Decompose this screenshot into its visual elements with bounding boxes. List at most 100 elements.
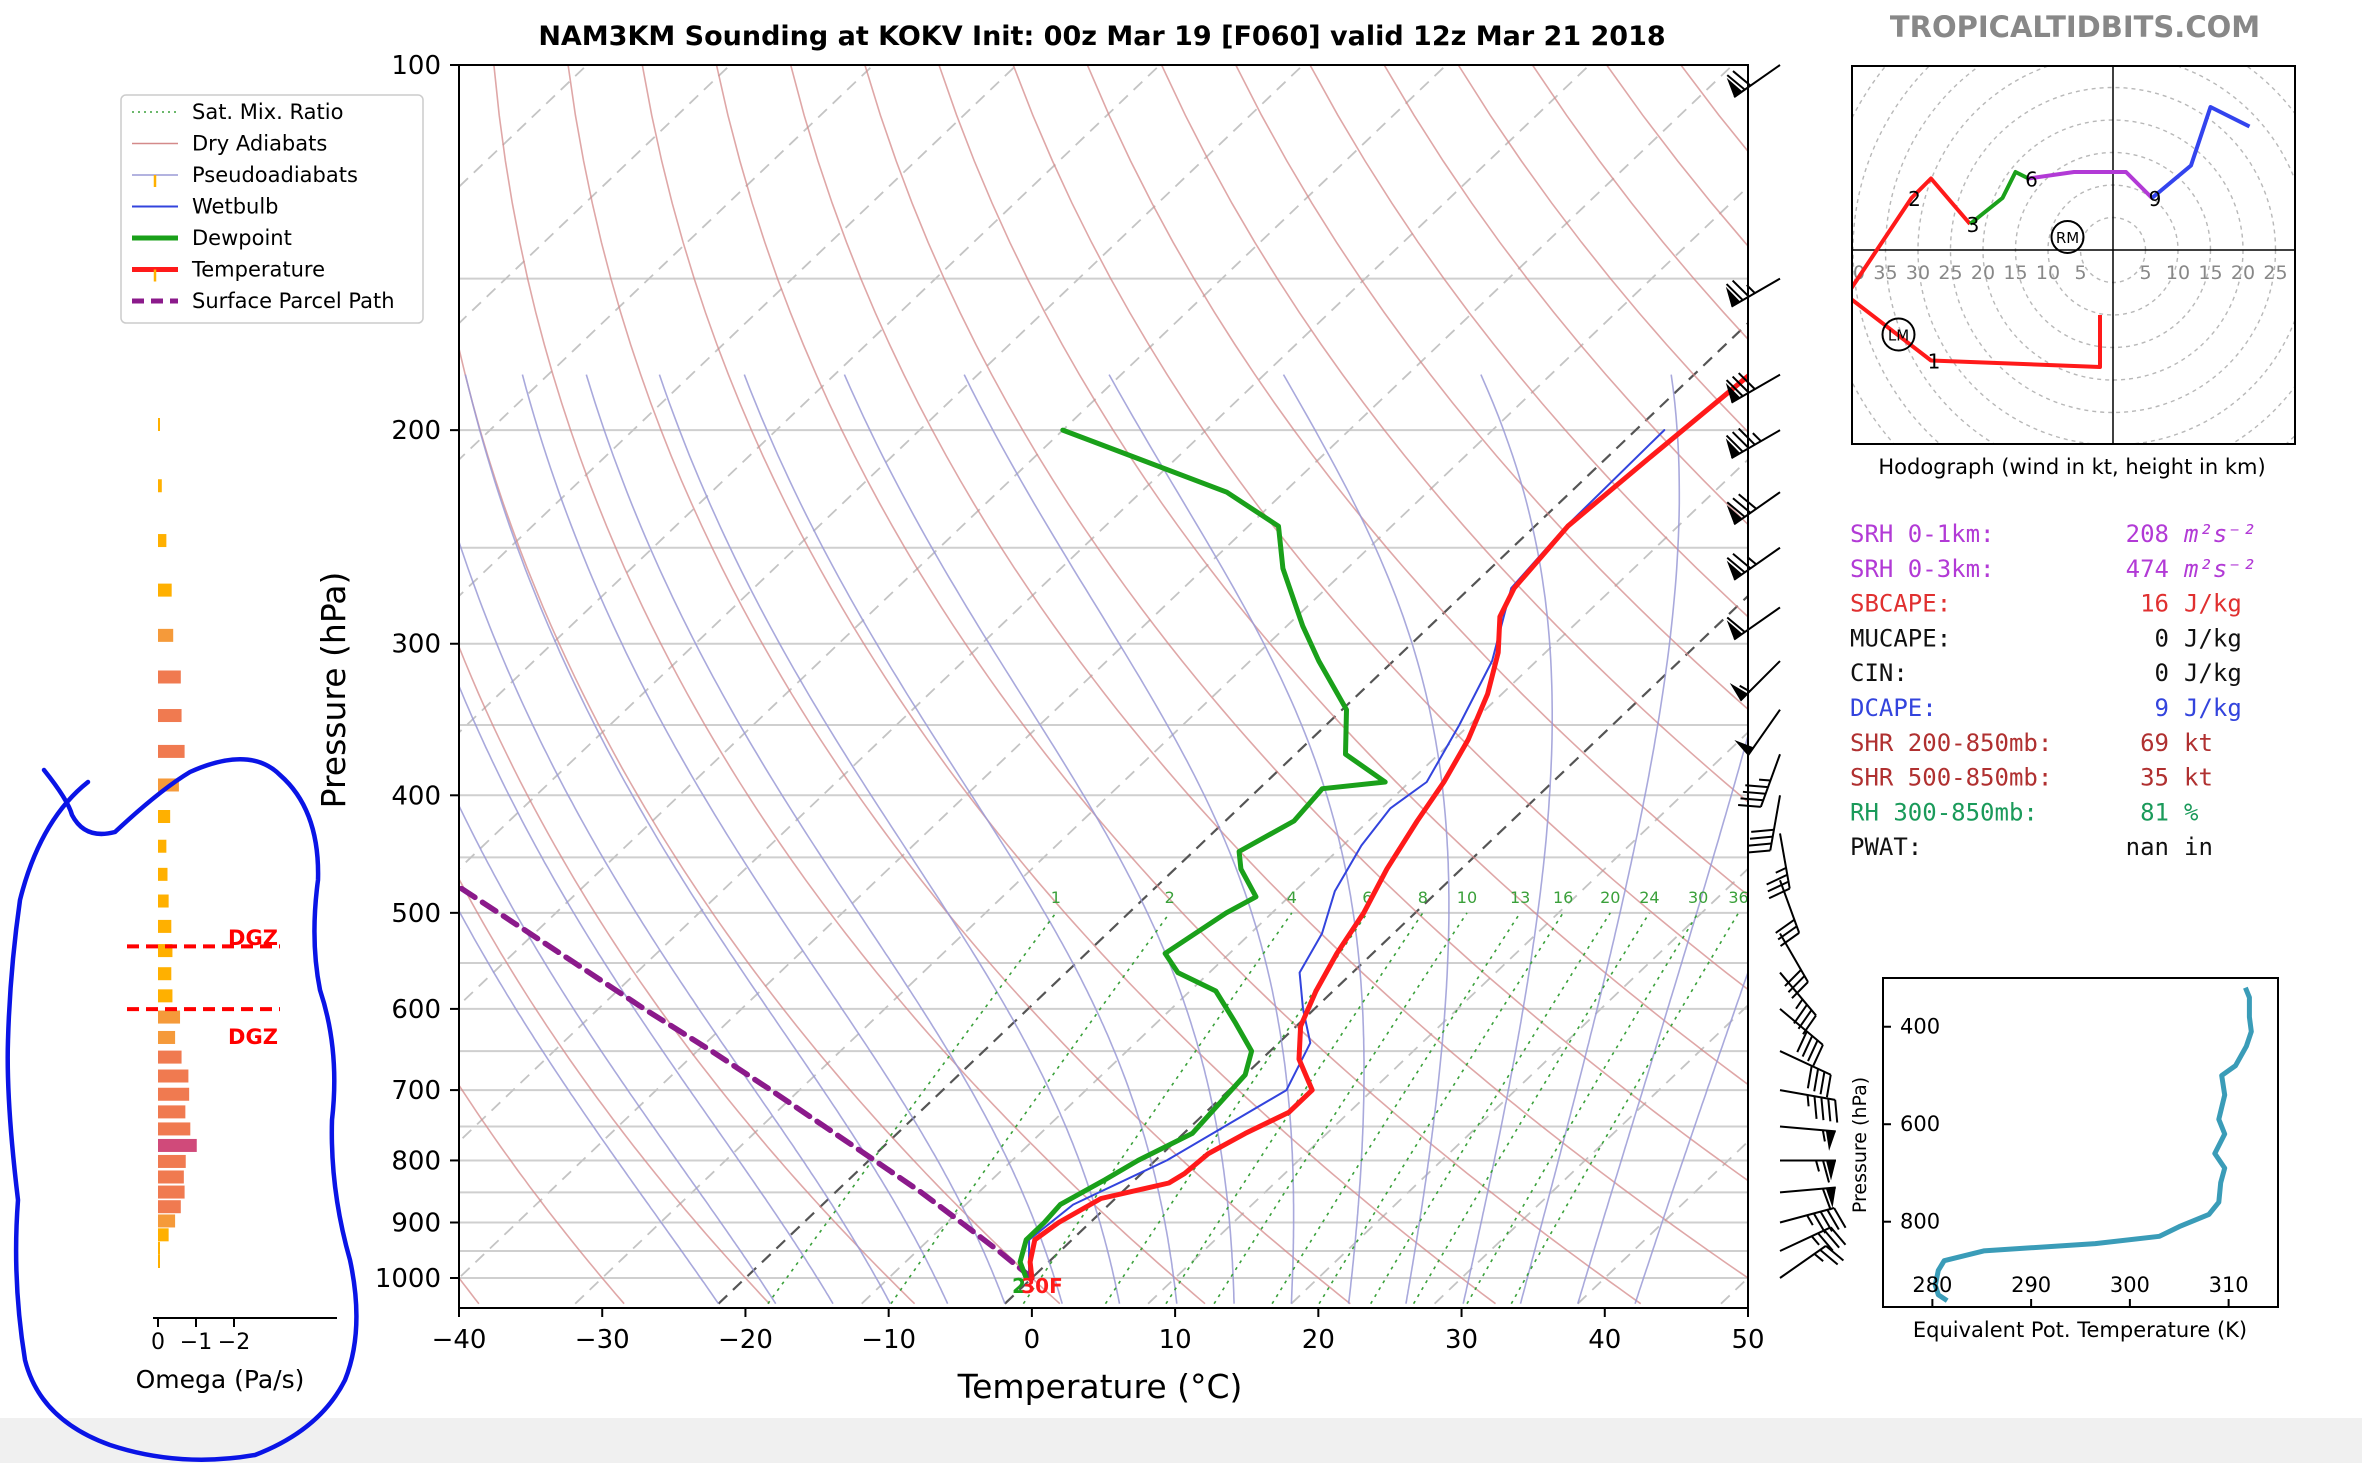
wind-barb-staff (1731, 277, 1781, 308)
mixing-ratio-line (1412, 912, 1651, 1305)
omega-bar (158, 1010, 181, 1024)
wind-barb (1779, 1226, 1847, 1252)
parameter-row: CIN: 0 J/kg (1850, 659, 2242, 687)
wind-barb-full (1813, 1068, 1820, 1092)
mixing-ratio-line (1022, 912, 1293, 1305)
wind-barb-staff (1731, 429, 1781, 460)
omega-bar (158, 709, 182, 723)
hodograph-ring (1852, 66, 2295, 444)
wind-barb-full (1768, 887, 1791, 900)
dry-adiabat-line (864, 65, 1748, 1182)
skewt-background: 1 2 4 6 8 10 13 16 20 24 30 36 (459, 65, 1748, 1305)
isotherm-highlight-line (1004, 594, 1748, 1305)
dry-adiabat-line (1680, 65, 1748, 153)
parameter-name: SBCAPE: (1850, 590, 1951, 618)
omega-bar (158, 418, 160, 431)
x-tick-label: −30 (575, 1325, 630, 1355)
legend-label: Dry Adiabats (192, 132, 327, 156)
wind-barb-full (1801, 1035, 1814, 1058)
x-tick-label: 10 (1159, 1325, 1192, 1355)
parameter-unit: J/kg (2184, 694, 2242, 722)
parameter-value: 474 (2126, 555, 2169, 583)
hodograph-segment-9-12km (2150, 105, 2251, 200)
mixing-ratio-label: 10 (1457, 888, 1477, 907)
omega-panel: 0 −1 −2 (127, 418, 337, 1355)
wind-barb-full (1742, 790, 1766, 795)
dgz-label-top: DGZ (228, 926, 278, 950)
y-tick-label: 500 (391, 899, 441, 929)
dry-adiabat-line (567, 65, 1351, 1305)
dry-adiabat-line (641, 65, 1496, 1305)
omega-bar (158, 1087, 190, 1101)
omega-bar (158, 1214, 176, 1228)
wind-barb-flag (1725, 382, 1741, 403)
theta-e-panel: 280 290 300 310 400 600 800 (1883, 986, 2254, 1307)
wind-barb (1779, 1125, 1836, 1151)
wind-barb-staff (1779, 879, 1801, 934)
mixing-ratio-line (1213, 912, 1468, 1305)
omega-bar (158, 479, 162, 493)
parameter-name: SHR 200-850mb: (1850, 729, 2052, 757)
parameter-unit: in (2184, 833, 2213, 861)
y-tick-label: 300 (391, 630, 441, 660)
omega-bar (158, 583, 172, 597)
wind-barb-full (1826, 1209, 1840, 1231)
wind-barb-full (1784, 969, 1802, 987)
wind-barb-half (1815, 1160, 1820, 1172)
parameter-row: PWAT: nan in (1850, 833, 2213, 861)
mixing-ratio-label: 13 (1510, 888, 1530, 907)
parameter-row: SBCAPE: 16 J/kg (1850, 590, 2242, 618)
pseudoadiabat-line (743, 374, 1178, 1304)
hodograph-ring-label: 15 (2198, 262, 2222, 284)
wind-barb-full (1812, 1044, 1824, 1067)
parameter-unit: kt (2184, 764, 2213, 792)
hodograph-segment-3-6km (1968, 170, 2030, 226)
wind-barb-full (1737, 372, 1756, 390)
parameter-unit: % (2184, 798, 2199, 826)
mixing-ratio-line (767, 912, 1057, 1305)
wind-barb-full (1823, 1229, 1840, 1249)
skewt-ylabel: Pressure (hPa) (314, 572, 353, 809)
omega-bar (158, 989, 173, 1003)
x-tick-label: −40 (432, 1325, 487, 1355)
omega-xlabel: Omega (Pa/s) (136, 1365, 305, 1394)
dry-adiabat-line (459, 877, 770, 1305)
wind-barb-full (1726, 74, 1746, 91)
wind-barb-full (1819, 1249, 1839, 1266)
y-tick-label: 700 (391, 1076, 441, 1106)
pseudoadiabat-line (459, 539, 892, 1305)
hodograph-caption: Hodograph (wind in kt, height in km) (1878, 455, 2265, 479)
omega-bar (158, 967, 172, 981)
theta-e-x-tick-label: 280 (1912, 1273, 1952, 1297)
omega-bar (158, 670, 181, 684)
hodograph-segment-6-9km (2028, 170, 2154, 200)
wind-barb-full (1813, 1096, 1818, 1119)
hodograph-ring-label: 10 (2036, 262, 2060, 284)
isotherm-line (1577, 1140, 1748, 1305)
parameter-unit: m²s⁻² (2183, 555, 2256, 583)
hodograph-trace: 1 2 3 6 9 RM LM (1852, 105, 2251, 374)
dry-adiabat-line (1309, 65, 1748, 618)
mixing-ratio-line (890, 912, 1171, 1305)
y-tick-label: 1000 (375, 1264, 441, 1294)
wind-barb-half (1775, 866, 1787, 874)
omega-bar (158, 867, 168, 881)
wind-barb-half (1752, 432, 1762, 442)
parameter-row: SHR 200-850mb: 69 kt (1850, 729, 2213, 757)
wind-barb-full (1738, 803, 1761, 808)
hodograph-ring-label: 25 (1938, 262, 1962, 284)
wind-barb-full (1766, 873, 1788, 886)
wind-barb-full (1731, 279, 1750, 298)
hodograph-segment-0-3km (1852, 176, 2102, 369)
theta-e-y-tick-label: 400 (1900, 1015, 1940, 1039)
parameter-row: DCAPE: 9 J/kg (1850, 694, 2242, 722)
wind-barb-flag (1734, 739, 1754, 756)
pseudoadiabat-line (658, 374, 1121, 1304)
wind-barb-full (1738, 493, 1757, 510)
wind-barb-staff (1779, 1245, 1827, 1279)
x-tick-label: 40 (1588, 1325, 1621, 1355)
wind-barb-full (1796, 1030, 1808, 1053)
wind-barb-full (1825, 1245, 1845, 1262)
parameter-row: MUCAPE: 0 J/kg (1850, 624, 2242, 652)
skewt-axes: −40 −30 −20 −10 0 10 20 30 40 50 100 200 300 400 500 60… (375, 51, 1765, 1355)
